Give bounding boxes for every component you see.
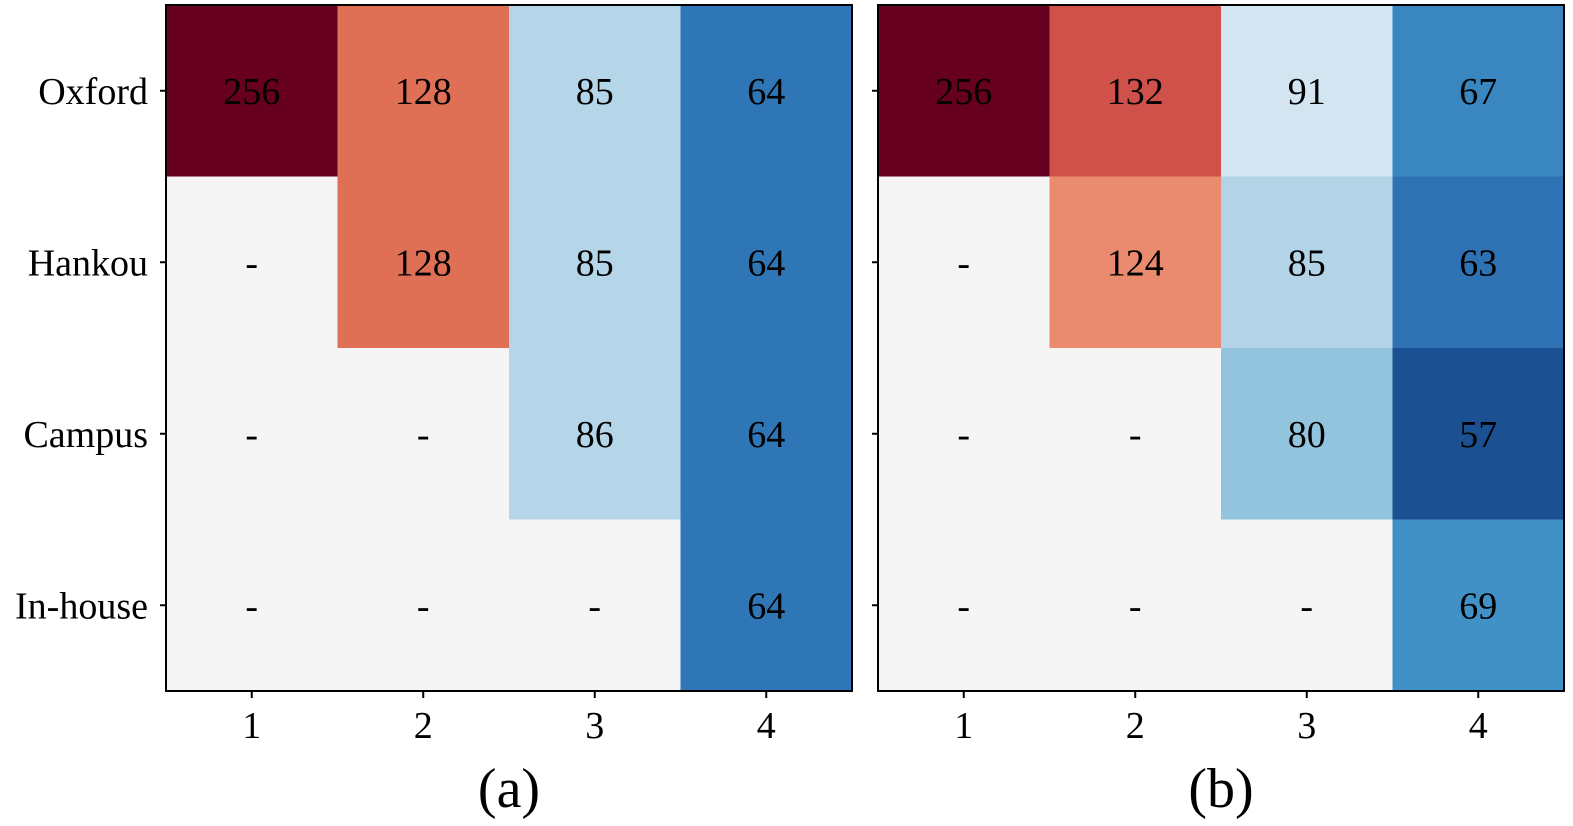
heatmap-cell: [1392, 348, 1565, 521]
heatmap-panel-a: 256 128 85 64 - 128 85 64 - - 86 64 - - - 64 Oxford Hanko…: [15, 4, 853, 820]
cell-value-label: 91: [1288, 71, 1326, 113]
plot-frame: [877, 4, 1565, 692]
x-tick-label: 2: [414, 705, 433, 747]
cell-value-label: 86: [576, 414, 614, 456]
panel-label: (a): [478, 758, 540, 820]
heatmap-cell: [337, 5, 510, 178]
heatmap-cell: [878, 176, 1051, 349]
cell-value-label: 64: [747, 414, 785, 456]
heatmap-cell: [166, 176, 339, 349]
heatmap-cell: [878, 5, 1051, 178]
heatmap-cell: [166, 348, 339, 521]
heatmap-cell: [166, 519, 339, 692]
cell-value-label: -: [957, 242, 970, 284]
heatmap-cell: [1221, 348, 1394, 521]
heatmap-cell: [680, 5, 853, 178]
cell-value-label: 128: [395, 71, 452, 113]
cell-value-label: 64: [747, 71, 785, 113]
heatmap-cell: [1049, 5, 1222, 178]
heatmap-cell: [878, 519, 1051, 692]
heatmap-cell: [1221, 5, 1394, 178]
cell-value-label: 124: [1107, 242, 1164, 284]
y-tick-label: In-house: [15, 585, 148, 627]
cell-value-label: 132: [1107, 71, 1164, 113]
cell-value-label: 85: [576, 71, 614, 113]
cell-value-label: -: [245, 585, 258, 627]
cell-value-label: -: [1300, 585, 1313, 627]
heatmap-cell: [509, 519, 682, 692]
cell-value-label: -: [417, 585, 430, 627]
heatmap-cell: [1221, 519, 1394, 692]
x-tick-label: 4: [1469, 705, 1488, 747]
cell-value-label: 64: [747, 585, 785, 627]
cell-value-label: -: [417, 414, 430, 456]
panel-label: (b): [1188, 758, 1253, 820]
heatmap-cell: [509, 5, 682, 178]
cell-value-label: 128: [395, 242, 452, 284]
heatmap-cell: [1049, 519, 1222, 692]
x-tick-label: 1: [954, 705, 973, 747]
cell-value-label: 256: [223, 71, 280, 113]
heatmap-cell: [1392, 176, 1565, 349]
cell-value-label: -: [957, 585, 970, 627]
y-tick-label: Hankou: [28, 242, 148, 284]
heatmap-cell: [337, 519, 510, 692]
heatmap-cell: [878, 348, 1051, 521]
x-tick-label: 3: [1297, 705, 1316, 747]
x-tick-label: 4: [757, 705, 776, 747]
heatmap-cell: [166, 5, 339, 178]
heatmap-panel-b: 256 132 91 67 - 124 85 63 - - 80 57 - - - 69 1 2 3 4 (b): [872, 4, 1565, 820]
cell-value-label: -: [1129, 414, 1142, 456]
heatmap-cell: [509, 348, 682, 521]
x-tick-label: 3: [585, 705, 604, 747]
cell-value-label: 57: [1459, 414, 1497, 456]
y-tick-label: Oxford: [38, 71, 148, 113]
cell-value-label: -: [1129, 585, 1142, 627]
heatmap-cell: [680, 519, 853, 692]
heatmap-cell: [1392, 5, 1565, 178]
cell-value-label: 85: [1288, 242, 1326, 284]
cell-value-label: 69: [1459, 585, 1497, 627]
heatmap-cell: [680, 348, 853, 521]
cell-value-label: 85: [576, 242, 614, 284]
cell-value-label: 256: [935, 71, 992, 113]
cell-value-label: -: [588, 585, 601, 627]
cell-value-label: 63: [1459, 242, 1497, 284]
x-tick-label: 1: [242, 705, 261, 747]
heatmap-cell: [337, 176, 510, 349]
cell-value-label: -: [245, 414, 258, 456]
heatmap-cell: [680, 176, 853, 349]
heatmap-cell: [337, 348, 510, 521]
heatmap-cell: [1049, 348, 1222, 521]
cell-value-label: 64: [747, 242, 785, 284]
heatmap-cell: [1049, 176, 1222, 349]
cell-value-label: -: [957, 414, 970, 456]
cell-value-label: -: [245, 242, 258, 284]
y-tick-label: Campus: [23, 414, 148, 456]
x-tick-label: 2: [1126, 705, 1145, 747]
plot-frame: [165, 4, 853, 692]
heatmap-cell: [1221, 176, 1394, 349]
heatmap-cell: [509, 176, 682, 349]
cell-value-label: 67: [1459, 71, 1497, 113]
heatmap-cell: [1392, 519, 1565, 692]
cell-value-label: 80: [1288, 414, 1326, 456]
